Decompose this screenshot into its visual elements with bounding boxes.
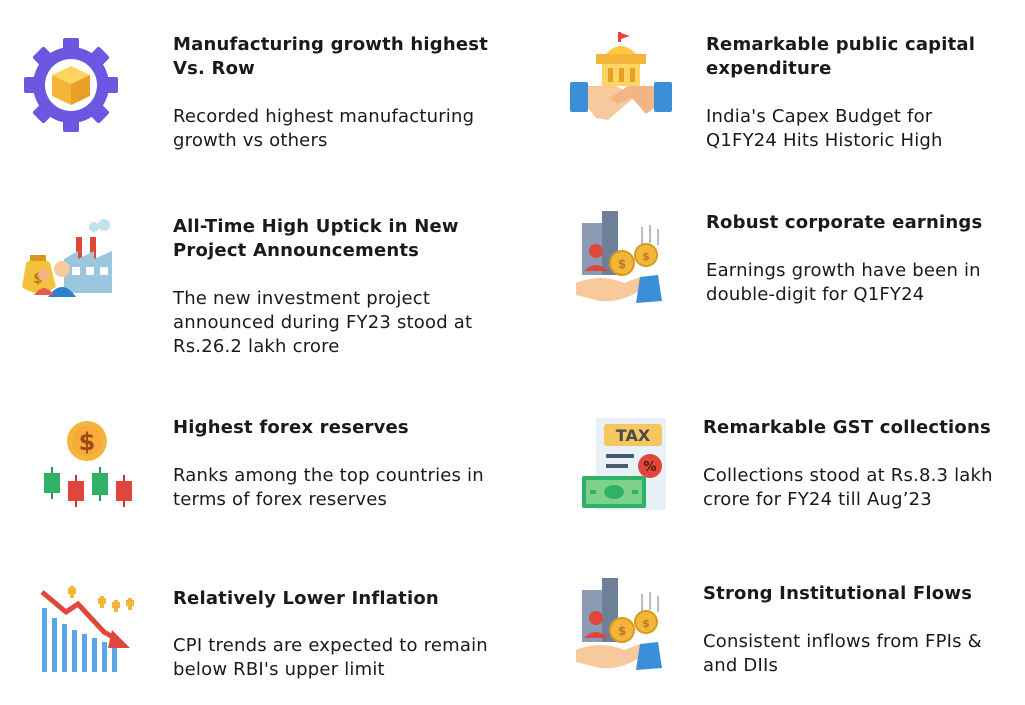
card-description: Recorded highest manufacturing growth vs… — [173, 106, 475, 151]
handshake-building-icon — [566, 30, 676, 140]
card-description: Ranks among the top countries in terms o… — [173, 465, 484, 510]
svg-text:%: % — [643, 460, 656, 475]
card-description: Collections stood at Rs.8.3 lakh crore f… — [703, 465, 993, 510]
money-factory-icon: $ — [16, 215, 126, 325]
card-title: All-Time High Uptick in New Project Anno… — [173, 216, 459, 261]
card-title: Robust corporate earnings — [706, 212, 983, 233]
hand-coins-city-icon: $ $ — [566, 572, 676, 682]
declining-bars-icon — [30, 578, 140, 688]
svg-text:$: $ — [642, 617, 650, 630]
card-description: The new investment project announced dur… — [173, 288, 473, 357]
svg-text:$: $ — [618, 257, 626, 271]
card-title: Relatively Lower Inflation — [173, 588, 439, 609]
svg-text:$: $ — [618, 624, 626, 638]
gear-box-icon — [16, 30, 126, 140]
dollar-candlestick-icon: $ — [30, 415, 140, 525]
card-title: Manufacturing growth highest Vs. Row — [173, 34, 489, 79]
card-description: Consistent inflows from FPIs & and DIIs — [703, 631, 982, 676]
card-description: India's Capex Budget for Q1FY24 Hits His… — [706, 106, 943, 151]
svg-text:$: $ — [33, 271, 43, 287]
svg-text:TAX: TAX — [616, 426, 651, 445]
card-title: Strong Institutional Flows — [703, 583, 973, 604]
hand-coins-city-icon: $ $ — [566, 205, 676, 315]
tax-document-icon: TAX % — [566, 410, 676, 520]
svg-text:$: $ — [642, 250, 650, 263]
card-title: Highest forex reserves — [173, 417, 409, 438]
card-description: Earnings growth have been in double-digi… — [706, 260, 981, 305]
card-description: CPI trends are expected to remain below … — [173, 635, 488, 680]
card-title: Remarkable GST collections — [703, 417, 991, 438]
svg-text:$: $ — [79, 428, 96, 456]
card-title: Remarkable public capital expenditure — [706, 34, 976, 79]
